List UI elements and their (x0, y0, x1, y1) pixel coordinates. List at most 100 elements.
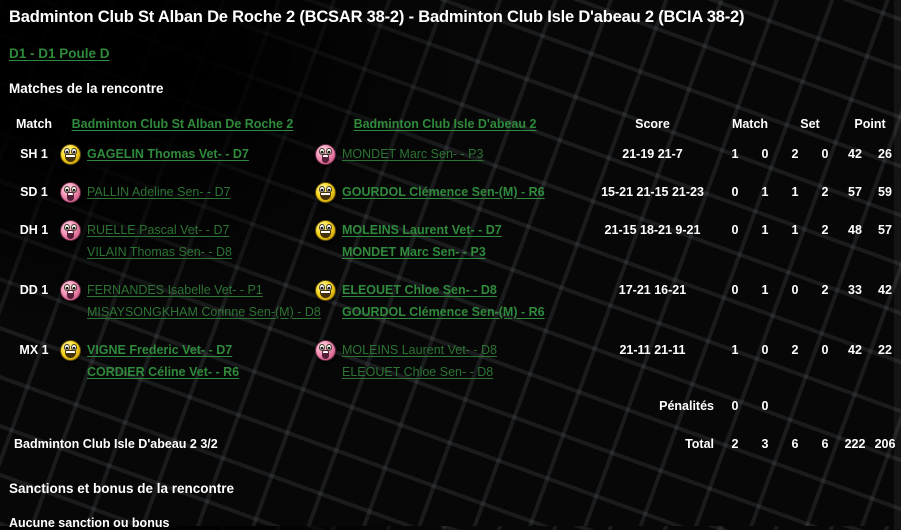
loser-emoji-icon (60, 182, 81, 203)
player-link[interactable]: MOLEINS Laurent Vet- - D7 (342, 223, 502, 237)
division-link[interactable]: D1 - D1 Poule D (9, 46, 110, 61)
total-point-1: 222 (844, 437, 866, 451)
stat-set-2: 2 (821, 185, 829, 199)
player-link[interactable]: MONDET Marc Sen- - P3 (342, 245, 486, 259)
stat-point-1: 33 (848, 283, 862, 297)
match-row-sh1: SH 1 GAGELIN Thomas Vet- - D7 MONDET Mar… (8, 135, 901, 173)
match-row-mx1: MX 1 VIGNE Frederic Vet- - D7 CORDIER Cé… (8, 331, 901, 391)
sanctions-empty-text: Aucune sanction ou bonus (9, 516, 170, 530)
player-link[interactable]: PALLIN Adeline Sen- - D7 (87, 185, 231, 199)
stat-match-1: 1 (731, 147, 739, 161)
player-link[interactable]: GOURDOL Clémence Sen-(M) - R6 (342, 305, 545, 319)
penalties-label: Pénalités (659, 399, 714, 413)
player-link[interactable]: FERNANDES Isabelle Vet- - P1 (87, 283, 263, 297)
loser-emoji-icon (60, 280, 81, 301)
score-value: 21-19 21-7 (622, 147, 683, 161)
score-value: 17-21 16-21 (618, 283, 687, 297)
winner-emoji-icon (60, 340, 81, 361)
score-value: 21-11 21-11 (619, 343, 686, 357)
col-header-match: Match (15, 117, 53, 131)
col-header-team2: Badminton Club Isle D'abeau 2 (305, 113, 585, 135)
page-title: Badminton Club St Alban De Roche 2 (BCSA… (9, 8, 745, 26)
score-value: 21-15 18-21 9-21 (604, 223, 701, 237)
winner-emoji-icon (315, 182, 336, 203)
stat-point-1: 42 (848, 343, 862, 357)
stat-set-2: 0 (821, 147, 829, 161)
table-header-row: Match Badminton Club St Alban De Roche 2… (8, 113, 901, 135)
team2-link[interactable]: Badminton Club Isle D'abeau 2 (353, 117, 537, 131)
match-row-sd1: SD 1 PALLIN Adeline Sen- - D7 GOURDOL Cl… (8, 173, 901, 211)
player-link[interactable]: ELEOUET Chloe Sen- - D8 (342, 283, 497, 297)
stat-point-2: 57 (878, 223, 892, 237)
loser-emoji-icon (315, 144, 336, 165)
stat-point-2: 59 (878, 185, 892, 199)
stat-point-2: 26 (878, 147, 892, 161)
stat-point-1: 48 (848, 223, 862, 237)
stat-match-2: 0 (761, 147, 769, 161)
total-set-2: 6 (821, 437, 829, 451)
match-row-dd1: DD 1 FERNANDES Isabelle Vet- - P1 MISAYS… (8, 271, 901, 331)
winner-emoji-icon (60, 144, 81, 165)
stat-match-2: 1 (761, 283, 769, 297)
penalties-row: Pénalités 0 0 (8, 395, 901, 417)
col-header-team1: Badminton Club St Alban De Roche 2 (60, 113, 305, 135)
stat-match-2: 1 (761, 185, 769, 199)
player-link[interactable]: CORDIER Céline Vet- - R6 (87, 365, 240, 379)
match-row-dh1: DH 1 RUELLE Pascal Vet- - D7 VILAIN Thom… (8, 211, 901, 271)
stat-set-1: 2 (791, 343, 799, 357)
stat-point-1: 57 (848, 185, 862, 199)
stat-set-2: 0 (821, 343, 829, 357)
stat-set-1: 1 (791, 185, 799, 199)
player-link[interactable]: GAGELIN Thomas Vet- - D7 (87, 147, 249, 161)
winner-emoji-icon (315, 220, 336, 241)
match-label: DH 1 (19, 223, 49, 237)
player-link[interactable]: ELEOUET Chloe Sen- - D8 (342, 365, 494, 379)
col-header-match-won: Match (731, 117, 769, 131)
stat-match-2: 0 (761, 343, 769, 357)
col-header-set: Set (800, 117, 820, 131)
total-match-2: 3 (761, 437, 769, 451)
player-link[interactable]: MONDET Marc Sen- - P3 (342, 147, 484, 161)
match-result-summary: Badminton Club Isle D'abeau 2 3/2 (14, 437, 218, 451)
col-header-point: Point (854, 117, 886, 131)
stat-set-1: 2 (791, 147, 799, 161)
stat-point-2: 42 (878, 283, 892, 297)
score-value: 15-21 21-15 21-23 (601, 185, 704, 199)
matches-table: Match Badminton Club St Alban De Roche 2… (8, 113, 901, 455)
section-heading-sanctions: Sanctions et bonus de la rencontre (9, 481, 235, 496)
loser-emoji-icon (315, 340, 336, 361)
stat-match-2: 1 (761, 223, 769, 237)
stat-match-1: 0 (731, 223, 739, 237)
section-heading-matches: Matches de la rencontre (9, 81, 164, 96)
total-label: Total (685, 437, 714, 451)
col-header-score: Score (635, 117, 670, 131)
stat-set-2: 2 (821, 283, 829, 297)
player-link[interactable]: RUELLE Pascal Vet- - D7 (87, 223, 230, 237)
winner-emoji-icon (315, 280, 336, 301)
match-label: SD 1 (20, 185, 48, 199)
team1-link[interactable]: Badminton Club St Alban De Roche 2 (71, 117, 294, 131)
match-label: DD 1 (19, 283, 49, 297)
match-label: MX 1 (19, 343, 49, 357)
loser-emoji-icon (60, 220, 81, 241)
stat-set-1: 0 (791, 283, 799, 297)
player-link[interactable]: MOLEINS Laurent Vet- - D8 (342, 343, 497, 357)
player-link[interactable]: VILAIN Thomas Sen- - D8 (87, 245, 232, 259)
stat-match-1: 1 (731, 343, 739, 357)
penalty-value-team2: 0 (761, 399, 769, 413)
stat-set-1: 1 (791, 223, 799, 237)
total-set-1: 6 (791, 437, 799, 451)
stat-point-2: 22 (878, 343, 892, 357)
stat-point-1: 42 (848, 147, 862, 161)
stat-set-2: 2 (821, 223, 829, 237)
player-link[interactable]: VIGNE Frederic Vet- - D7 (87, 343, 233, 357)
total-match-1: 2 (731, 437, 739, 451)
penalty-value-team1: 0 (731, 399, 739, 413)
player-link[interactable]: MISAYSONGKHAM Corinne Sen-(M) - D8 (87, 305, 321, 319)
stat-match-1: 0 (731, 283, 739, 297)
total-point-2: 206 (874, 437, 896, 451)
stat-match-1: 0 (731, 185, 739, 199)
player-link[interactable]: GOURDOL Clémence Sen-(M) - R6 (342, 185, 545, 199)
total-row: Badminton Club Isle D'abeau 2 3/2 Total … (8, 433, 901, 455)
